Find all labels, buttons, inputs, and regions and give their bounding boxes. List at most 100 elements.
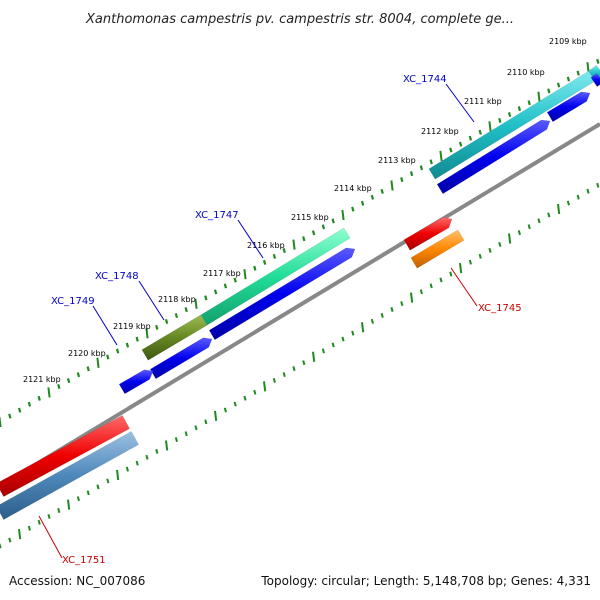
accession-text: Accession: NC_007086: [9, 574, 145, 588]
major-tick: [67, 499, 71, 510]
major-tick: [557, 203, 561, 215]
major-tick: [586, 62, 590, 73]
major-tick: [410, 292, 414, 303]
tick-label: 2111 kbp: [464, 97, 502, 106]
minor-tick: [429, 283, 433, 289]
major-tick: [459, 262, 463, 274]
tick-label: 2110 kbp: [507, 68, 545, 77]
minor-tick: [498, 117, 502, 123]
feature-xc-1745a: [403, 217, 453, 251]
minor-tick: [311, 230, 316, 236]
tick-label: 2117 kbp: [203, 269, 241, 278]
gene-leader-line: [38, 515, 63, 559]
minor-tick: [57, 384, 61, 390]
minor-tick: [145, 454, 149, 460]
minor-tick: [468, 135, 473, 141]
minor-tick: [106, 478, 110, 484]
minor-tick: [351, 206, 355, 212]
minor-tick: [106, 354, 110, 360]
minor-tick: [596, 182, 600, 188]
major-tick: [214, 410, 218, 422]
minor-tick: [380, 312, 384, 318]
minor-tick: [96, 484, 100, 490]
feature-xc-1748: [141, 314, 208, 361]
major-tick: [47, 387, 51, 398]
gene-leader-line: [445, 83, 475, 123]
tick-label: 2113 kbp: [378, 156, 416, 165]
minor-tick: [498, 241, 502, 247]
minor-tick: [8, 537, 12, 543]
minor-tick: [370, 194, 375, 200]
minor-tick: [282, 248, 286, 254]
minor-tick: [576, 194, 580, 200]
minor-tick: [262, 259, 267, 265]
map-title: Xanthomonas campestris pv. campestris st…: [85, 12, 514, 27]
minor-tick: [566, 76, 571, 82]
minor-tick: [125, 342, 130, 348]
gene-leader-line: [237, 219, 264, 259]
minor-tick: [233, 401, 237, 407]
gene-leader-line: [92, 305, 118, 346]
minor-tick: [174, 437, 178, 443]
tick-labels: 2109 kbp 2110 kbp 2111 kbp 2112 kbp 2113 kbp…: [23, 37, 587, 384]
minor-tick: [596, 58, 600, 64]
minor-tick: [204, 295, 208, 301]
minor-tick: [341, 336, 345, 342]
major-tick: [0, 416, 2, 428]
minor-tick: [253, 389, 257, 395]
major-tick: [18, 529, 22, 540]
major-tick: [116, 469, 120, 481]
minor-tick: [86, 366, 90, 372]
minor-tick: [66, 378, 71, 384]
gene-leader-line: [138, 280, 165, 321]
major-tick: [312, 351, 316, 362]
cds-arrow: [546, 91, 591, 123]
minor-tick: [155, 448, 159, 454]
tick-label: 2115 kbp: [291, 213, 329, 222]
major-tick: [145, 328, 149, 339]
tick-label: 2121 kbp: [23, 375, 61, 384]
major-tick: [194, 298, 198, 309]
major-tick: [263, 381, 267, 392]
minor-tick: [164, 318, 169, 324]
minor-tick: [360, 200, 365, 206]
minor-tick: [184, 307, 188, 313]
minor-tick: [0, 543, 2, 549]
minor-tick: [449, 147, 453, 153]
minor-tick: [86, 490, 90, 496]
gene-label-xc-1745[interactable]: XC_1745: [478, 303, 522, 314]
gene-label-xc-1748[interactable]: XC_1748: [95, 271, 139, 282]
minor-tick: [155, 324, 159, 330]
minor-tick: [429, 159, 433, 165]
gene-label-xc-1747[interactable]: XC_1747: [195, 210, 239, 221]
major-tick: [537, 91, 541, 102]
minor-tick: [419, 289, 423, 295]
major-tick: [508, 233, 512, 244]
minor-tick: [488, 247, 492, 253]
outer-tick-ring: [0, 58, 600, 428]
minor-tick: [27, 525, 31, 531]
minor-tick: [302, 236, 306, 242]
tick-label: 2120 kbp: [68, 349, 106, 358]
minor-tick: [76, 372, 81, 378]
minor-tick: [527, 100, 531, 106]
minor-tick: [47, 513, 51, 519]
minor-tick: [400, 301, 404, 307]
major-tick: [292, 239, 296, 250]
minor-tick: [478, 129, 482, 135]
minor-tick: [547, 88, 551, 94]
gene-label-xc-1749[interactable]: XC_1749: [51, 296, 95, 307]
feature-xc-1751a: [0, 415, 130, 497]
gene-label-xc-1751[interactable]: XC_1751: [62, 555, 106, 566]
minor-tick: [449, 271, 453, 277]
minor-tick: [184, 431, 188, 437]
gene-label-xc-1744[interactable]: XC_1744: [403, 74, 447, 85]
minor-tick: [272, 377, 276, 383]
minor-tick: [331, 342, 335, 348]
minor-tick: [419, 165, 424, 171]
minor-tick: [223, 283, 228, 289]
inner-tick-ring: [0, 182, 600, 549]
minor-tick: [547, 212, 551, 218]
minor-tick: [586, 188, 590, 194]
